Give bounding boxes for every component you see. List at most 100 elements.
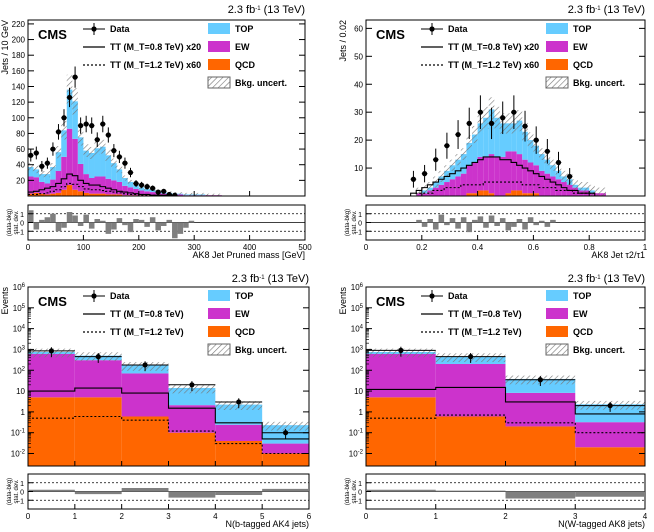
ew-bar (138, 190, 145, 196)
y-tick-label: 10-1 (349, 429, 364, 438)
qcd-bar (116, 194, 123, 196)
qcd-bar (516, 190, 523, 196)
top-bar (77, 137, 84, 164)
ew-bar (144, 191, 150, 196)
data-point (55, 129, 62, 135)
ratio-tick-label: −1 (16, 229, 24, 236)
data-point (133, 180, 139, 187)
pull-bar (122, 222, 128, 226)
ew-bar (366, 353, 436, 398)
uncert-band (183, 192, 189, 196)
pull-bar (505, 491, 576, 499)
ew-bar (105, 178, 112, 195)
legend-qcd-swatch (208, 326, 230, 337)
y-tick-label: 103 (351, 345, 364, 354)
y-tick-label: 200 (12, 36, 26, 45)
x-tick-label: 0.6 (528, 243, 540, 252)
qcd-bar (83, 192, 89, 196)
pull-bar (538, 220, 545, 223)
y-tick-label: 40 (354, 80, 363, 89)
uncert-band (210, 193, 217, 196)
y-tick-label: 160 (12, 67, 26, 76)
qcd-bar (262, 453, 309, 466)
legend-sig1-label: TT (M_T=0.8 TeV) (448, 309, 522, 319)
pull-bar (72, 215, 78, 223)
x-tick-label: 2 (119, 512, 124, 521)
pull-bar (416, 219, 422, 223)
legend-top-label: TOP (235, 24, 253, 34)
ew-bar (455, 176, 461, 196)
legend-top-swatch (208, 290, 230, 301)
pull-bar (466, 222, 473, 233)
ew-bar (483, 156, 489, 191)
data-point (89, 123, 95, 129)
legend-unc-label: Bkg. uncert. (573, 345, 625, 355)
pull-bar (460, 217, 467, 223)
y-tick-label: 10 (354, 164, 363, 173)
legend-top-label: TOP (573, 24, 591, 34)
y-axis-label: Jets / 10 GeV (0, 20, 10, 75)
x-tick-label: 1 (434, 512, 439, 521)
chart-panel-p1: 2.3 fb-1 (13 TeV)20406080100120140160180… (0, 4, 312, 260)
data-point (172, 192, 178, 196)
pull-bar (88, 222, 95, 229)
y-tick-label: 102 (351, 366, 364, 375)
qcd-bar (483, 190, 489, 196)
data-point (72, 74, 78, 80)
legend-data-label: Data (110, 291, 131, 301)
legend-sig1-label: TT (M_T=0.8 TeV) x20 (448, 42, 539, 52)
ew-bar (262, 443, 309, 454)
data-point (166, 191, 172, 196)
pull-bar (144, 222, 150, 227)
x-tick-label: 0 (364, 512, 369, 521)
legend-qcd-swatch (546, 59, 568, 70)
signal-1p2-line (366, 181, 645, 196)
top-bar (28, 167, 34, 177)
cms-label: CMS (38, 27, 67, 42)
ew-bar (28, 176, 34, 194)
ew-bar (28, 353, 75, 398)
pull-bar (77, 222, 84, 226)
top-bar (466, 142, 473, 166)
y-tick-label: 60 (16, 145, 25, 154)
pull-bar (160, 222, 167, 226)
qcd-bar (215, 440, 263, 466)
y-tick-label: 20 (16, 176, 25, 185)
top-bar (39, 174, 45, 182)
data-point (111, 148, 117, 154)
y-tick-label: 60 (354, 24, 363, 33)
legend-qcd-label: QCD (235, 327, 256, 337)
ew-bar (527, 162, 534, 194)
plot-frame (27, 19, 306, 197)
ew-bar (516, 154, 523, 191)
ew-bar (149, 192, 156, 196)
top-bar (538, 154, 545, 171)
qcd-bar (100, 193, 106, 196)
lumi-label: 2.3 fb-1 (13 TeV) (568, 4, 645, 16)
ratio-y-label: (data-bkg)stat. dev. (345, 209, 358, 236)
ew-bar (39, 181, 45, 194)
data-point (66, 94, 73, 101)
data-point (95, 354, 101, 360)
ew-bar (561, 182, 567, 196)
y-tick-label: 50 (354, 52, 363, 61)
qcd-bar (88, 193, 95, 196)
top-bar (105, 155, 112, 179)
y-tick-label: 220 (12, 20, 26, 29)
ew-bar (74, 360, 122, 398)
lumi-label: 2.3 fb-1 (13 TeV) (228, 4, 305, 16)
uncert-band (483, 106, 489, 129)
pull-bar (444, 222, 450, 226)
legend-top-label: TOP (235, 291, 253, 301)
x-axis-label: N(W-tagged AK8 jets) (558, 519, 645, 529)
uncert-band (262, 421, 309, 431)
pull-bar (188, 220, 195, 223)
data-point (488, 120, 495, 126)
legend-ew-swatch (208, 41, 230, 52)
top-bar (133, 185, 139, 189)
y-tick-label: 104 (351, 325, 364, 334)
legend-sig2-label: TT (M_T=1.2 TeV) x60 (110, 60, 201, 70)
data-point (410, 176, 417, 182)
uncert-band (72, 88, 78, 115)
